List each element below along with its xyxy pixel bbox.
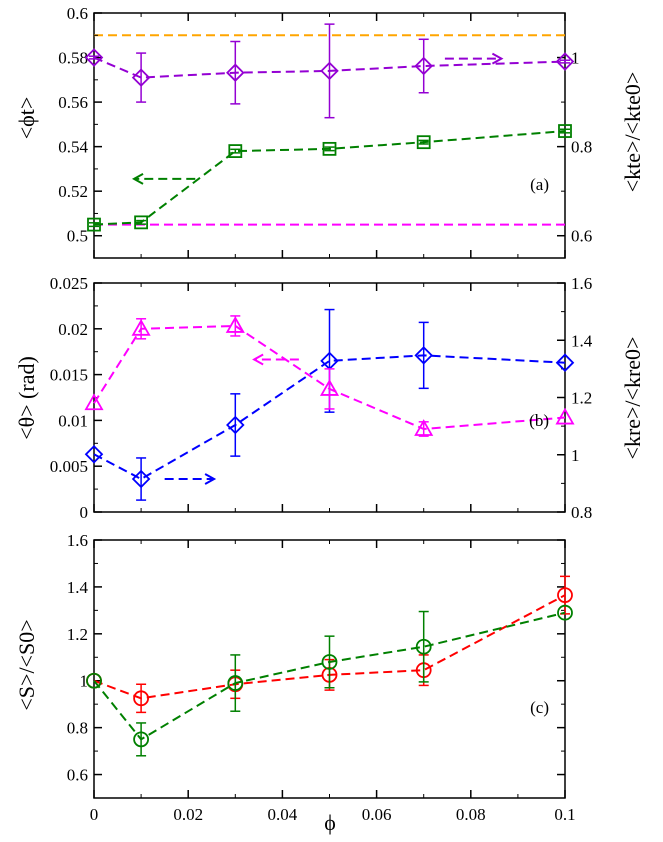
y-tick-label: 0.005 [50,457,88,476]
y-tick-label: 0.015 [50,366,88,385]
y-tick-label: 1.6 [67,531,88,550]
data-point-square [416,135,431,150]
data-point-circle [557,587,573,604]
data-point-circle [227,675,244,691]
data-point-diamond [226,63,245,82]
panel-label: (c) [530,698,549,717]
y-tick-label: 0.6 [67,766,88,785]
y-tick-label: 0.6 [67,4,88,23]
y-tick-label: 1 [80,672,89,691]
data-point-square [87,217,101,232]
right-y-tick-label: 0.8 [571,138,592,157]
series-line [93,130,566,226]
data-point-diamond [555,353,575,372]
data-point-triangle [84,393,104,411]
data-point-circle [86,672,102,689]
data-point-triangle [225,316,245,333]
data-point-square [322,141,337,156]
right-y-tick-label: 1 [571,446,580,465]
panel-b: 0 0.005 0.01 0.015 0.02 0.025 0.8 1 1.2 1.4 1.6 (b) [50,274,593,522]
data-point-triangle [414,419,434,436]
x-tick-label: 0.04 [268,805,298,824]
panel-c: 0 0.02 0.04 0.06 0.08 0.1 0.6 0.8 1 1.2 1.4 1.6 (c) [67,531,576,824]
x-tick-label: 0.06 [362,805,392,824]
axis-arrow-head [252,353,264,366]
right-y-tick-label: 1.6 [571,274,592,293]
x-tick-label: 0.02 [173,805,203,824]
right-y-tick-label: 1.2 [571,389,592,408]
panel-label: (b) [529,411,549,430]
y-tick-label: 0.01 [58,411,88,430]
data-point-circle [321,654,338,670]
data-point-diamond [414,56,433,76]
y-tick-label: 0.02 [58,320,88,339]
data-point-diamond [84,48,104,67]
y-tick-label: 0.54 [58,138,88,157]
y-tick-label: 0.5 [67,227,88,246]
series-line [93,56,566,79]
data-point-triangle [319,379,340,396]
right-y-tick-label: 0.6 [571,227,592,246]
data-point-circle [557,604,573,621]
data-point-square [228,144,243,158]
data-point-diamond [414,346,433,365]
series-line [93,324,566,431]
axis-arrow-head [491,52,504,65]
y-tick-label: 0.58 [58,49,88,68]
data-point-circle [133,690,150,707]
panel-a-ylabel: <ϕt> [14,97,39,140]
data-point-diamond [555,52,575,71]
y-tick-label: 1.2 [67,625,88,644]
x-axis-label: ϕ [324,810,336,835]
panel-a: 0.5 0.52 0.54 0.56 0.58 0.6 0.6 0.8 1 (a) [58,4,592,259]
right-y-tick-label: 1 [571,49,580,68]
axis-arrow-head [204,473,217,485]
panel-a-right-ylabel: <kte>/<kte0> [620,72,645,193]
series-line [93,611,566,741]
data-point-diamond [131,469,151,489]
x-tick-label: 0.08 [456,805,486,824]
panel-label: (a) [530,175,549,194]
data-point-diamond [84,445,104,464]
axis-arrow-head [131,173,144,185]
data-point-diamond [226,415,245,435]
data-point-circle [415,638,432,655]
y-tick-label: 0.8 [67,719,88,738]
data-point-diamond [131,68,151,87]
right-y-tick-label: 1.4 [571,331,593,350]
data-point-circle [133,731,150,748]
right-y-tick-label: 0.8 [571,503,592,522]
data-point-triangle [131,318,151,336]
y-tick-label: 1.4 [67,578,89,597]
panel-b-ylabel: <θ> (rad) [14,356,39,440]
data-point-square [134,215,149,230]
series-line [93,354,566,481]
y-tick-label: 0 [80,503,89,522]
y-tick-label: 0.52 [58,182,88,201]
y-tick-label: 0.56 [58,93,88,112]
panel-c-ylabel: <S>/<S0> [14,619,39,710]
x-tick-label: 0 [90,805,99,824]
data-point-square [558,124,572,138]
data-point-triangle [555,407,575,425]
y-tick-label: 0.025 [50,274,88,293]
panel-b-right-ylabel: <kre>/<kre0> [620,337,645,460]
x-tick-label: 0.1 [554,805,575,824]
data-point-diamond [320,61,339,81]
